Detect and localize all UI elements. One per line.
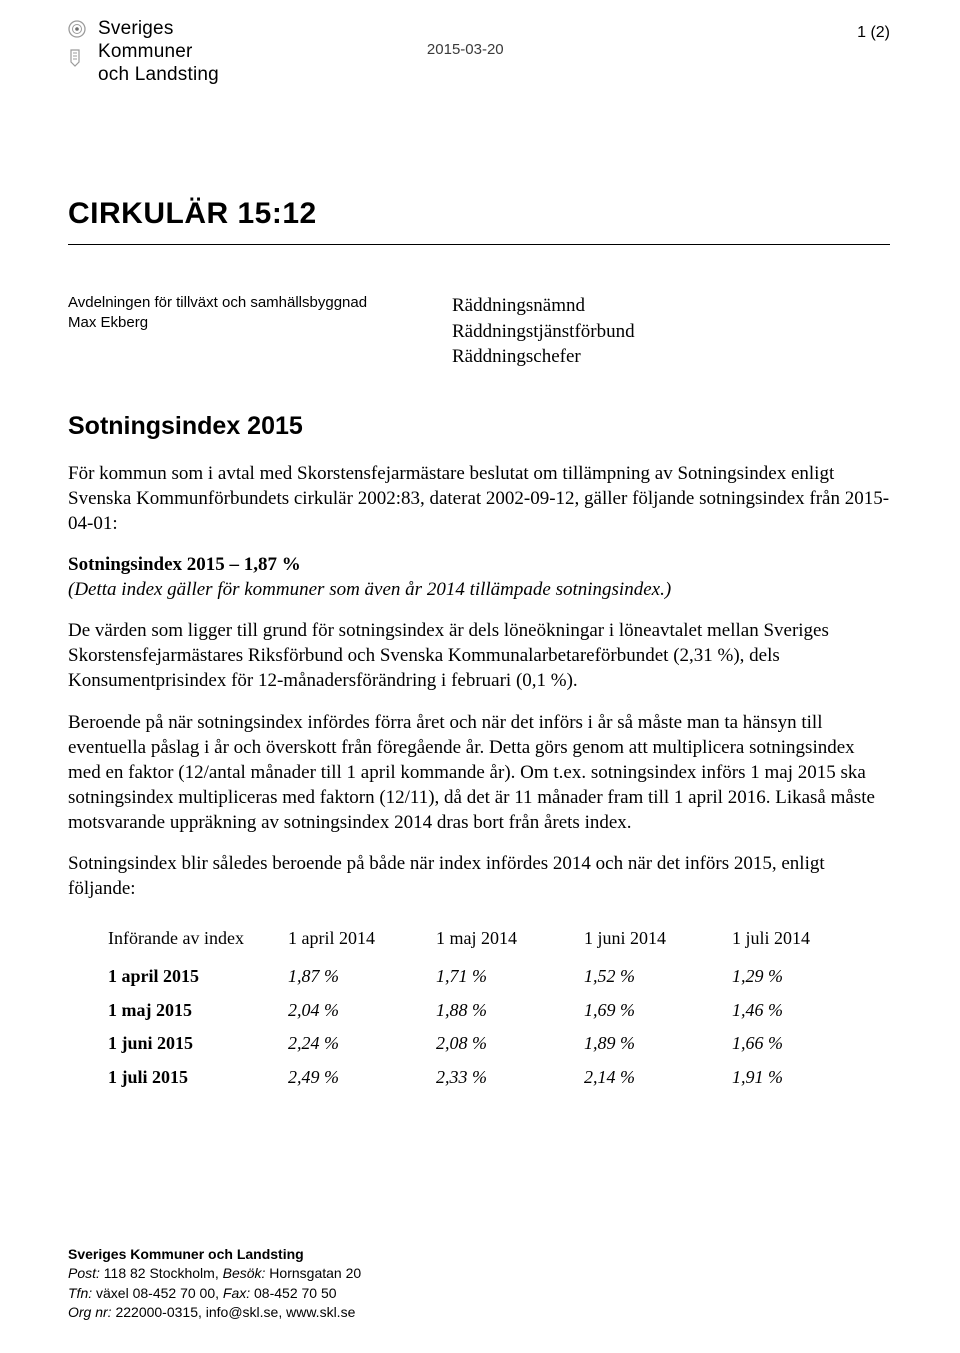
footer-post-value: 118 82 Stockholm, <box>100 1265 223 1281</box>
footer-fax-label: Fax: <box>223 1285 250 1301</box>
org-line1: Sveriges <box>98 18 219 41</box>
table-cell: 1,69 % <box>584 999 732 1033</box>
recipient-line3: Räddningschefer <box>452 344 635 370</box>
table-cell: 1,91 % <box>732 1066 880 1100</box>
circular-title: CIRKULÄR 15:12 <box>68 194 890 234</box>
footer-org: Sveriges Kommuner och Landsting <box>68 1245 361 1265</box>
footer-visit-value: Hornsgatan 20 <box>265 1265 361 1281</box>
index-value-label: Sotningsindex 2015 – 1,87 % <box>68 552 890 577</box>
table-row: 1 maj 2015 2,04 % 1,88 % 1,69 % 1,46 % <box>108 999 880 1033</box>
table-cell: 2,24 % <box>288 1032 436 1066</box>
footer-tfn-value: växel 08-452 70 00, <box>92 1285 223 1301</box>
table-cell: 1,29 % <box>732 965 880 999</box>
table-cell: 1,88 % <box>436 999 584 1033</box>
table-cell: 2,14 % <box>584 1066 732 1100</box>
table-row-header: 1 maj 2015 <box>108 999 288 1033</box>
paragraph-basis: De värden som ligger till grund för sotn… <box>68 618 890 693</box>
table-cell: 1,71 % <box>436 965 584 999</box>
paragraph-adjust: Beroende på när sotningsindex infördes f… <box>68 710 890 835</box>
table-cell: 1,66 % <box>732 1032 880 1066</box>
document-date: 2015-03-20 <box>427 18 504 60</box>
logo-icon <box>68 18 90 78</box>
table-cell: 2,08 % <box>436 1032 584 1066</box>
table-col-header: 1 juli 2014 <box>732 927 880 965</box>
table-corner-header: Införande av index <box>108 927 288 965</box>
table-col-header: 1 maj 2014 <box>436 927 584 965</box>
department-line1: Avdelningen för tillväxt och samhällsbyg… <box>68 293 388 313</box>
organization-name: Sveriges Kommuner och Landsting <box>98 18 219 86</box>
table-col-header: 1 juni 2014 <box>584 927 732 965</box>
table-row: 1 juni 2015 2,24 % 2,08 % 1,89 % 1,66 % <box>108 1032 880 1066</box>
table-cell: 1,46 % <box>732 999 880 1033</box>
org-line2: Kommuner <box>98 41 219 64</box>
sotningsindex-table: Införande av index 1 april 2014 1 maj 20… <box>108 927 880 1100</box>
footer-tfn-label: Tfn: <box>68 1285 92 1301</box>
table-cell: 2,33 % <box>436 1066 584 1100</box>
table-col-header: 1 april 2014 <box>288 927 436 965</box>
recipient-line1: Räddningsnämnd <box>452 293 635 319</box>
table-row: 1 juli 2015 2,49 % 2,33 % 2,14 % 1,91 % <box>108 1066 880 1100</box>
recipient-line2: Räddningstjänstförbund <box>452 319 635 345</box>
table-row-header: 1 juli 2015 <box>108 1066 288 1100</box>
table-cell: 2,04 % <box>288 999 436 1033</box>
footer-orgnr-label: Org nr: <box>68 1304 112 1320</box>
footer-orgnr-value: 222000-0315, info@skl.se, www.skl.se <box>112 1304 356 1320</box>
org-line3: och Landsting <box>98 64 219 87</box>
table-row: 1 april 2015 1,87 % 1,71 % 1,52 % 1,29 % <box>108 965 880 999</box>
table-cell: 1,87 % <box>288 965 436 999</box>
department-line2: Max Ekberg <box>68 313 388 333</box>
footer-post-label: Post: <box>68 1265 100 1281</box>
section-title: Sotningsindex 2015 <box>68 410 890 443</box>
footer-fax-value: 08-452 70 50 <box>250 1285 336 1301</box>
footer-visit-label: Besök: <box>223 1265 266 1281</box>
table-cell: 1,89 % <box>584 1032 732 1066</box>
title-rule <box>68 244 890 245</box>
table-row-header: 1 juni 2015 <box>108 1032 288 1066</box>
index-note: (Detta index gäller för kommuner som äve… <box>68 577 890 602</box>
document-footer: Sveriges Kommuner och Landsting Post: 11… <box>68 1245 361 1323</box>
page-number: 1 (2) <box>857 18 890 43</box>
table-row-header: 1 april 2015 <box>108 965 288 999</box>
table-cell: 1,52 % <box>584 965 732 999</box>
document-header: Sveriges Kommuner och Landsting 2015-03-… <box>68 18 890 86</box>
paragraph-leadin: Sotningsindex blir således beroende på b… <box>68 851 890 901</box>
table-cell: 2,49 % <box>288 1066 436 1100</box>
paragraph-intro: För kommun som i avtal med Skorstensfeja… <box>68 461 890 536</box>
